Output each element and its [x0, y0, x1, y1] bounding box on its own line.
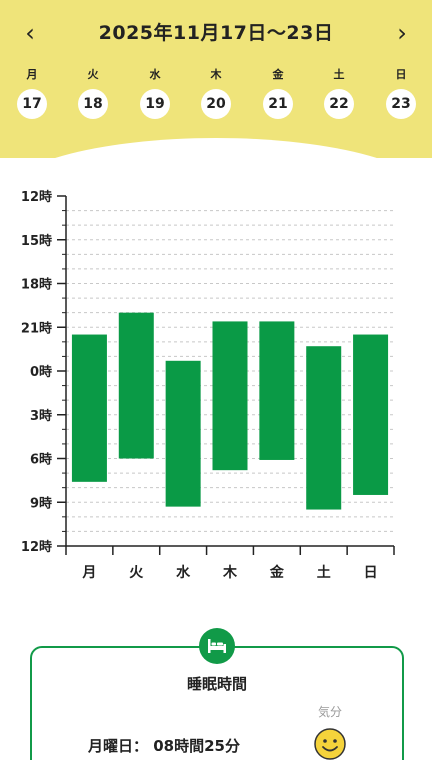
day-column: 金 21	[260, 67, 296, 119]
mood-label: 気分	[317, 705, 342, 719]
y-tick-label: 6時	[30, 452, 52, 468]
week-title: 2025年11月17日～23日	[98, 22, 334, 44]
week-header	[0, 0, 432, 158]
sleep-duration-value: 08時間25分	[153, 737, 240, 755]
day-column: 月 17	[14, 67, 50, 119]
x-tick-label: 日	[364, 565, 378, 581]
sleep-day-label: 月曜日：	[88, 737, 149, 755]
day-label: 月	[26, 68, 38, 81]
day-number-button[interactable]: 19	[140, 89, 170, 119]
sleep-bar-2	[165, 360, 201, 507]
day-number-button[interactable]: 23	[386, 89, 416, 119]
y-tick-label: 15時	[21, 233, 52, 249]
sleep-bar-5	[306, 346, 342, 510]
smiley-face-icon[interactable]	[314, 728, 346, 760]
day-label: 土	[333, 68, 345, 81]
day-column: 水 19	[137, 67, 173, 119]
day-column: 木 20	[198, 67, 234, 119]
day-label: 水	[149, 68, 161, 81]
sleep-bar-3	[212, 321, 248, 471]
day-selector: 月 17 火 18 水 19 木 20 金 21 土 22 日 23	[0, 67, 432, 127]
y-tick-label: 9時	[30, 495, 52, 511]
day-number-button[interactable]: 18	[78, 89, 108, 119]
sleep-duration-row: 月曜日： 08時間25分	[88, 735, 240, 756]
y-tick-label: 3時	[30, 408, 52, 424]
x-tick-label: 水	[176, 564, 191, 581]
x-tick-label: 月	[81, 565, 96, 581]
day-label: 金	[272, 68, 284, 81]
y-tick-label: 12時	[21, 539, 52, 555]
sleep-bar-6	[353, 334, 389, 495]
day-number-button[interactable]: 21	[263, 89, 293, 119]
day-label: 火	[87, 68, 99, 81]
x-tick-label: 木	[222, 564, 238, 581]
day-number-button[interactable]: 17	[17, 89, 47, 119]
day-number-button[interactable]: 20	[201, 89, 231, 119]
card-title: 睡眠時間	[186, 675, 247, 693]
day-column: 土 22	[321, 67, 357, 119]
sleep-bar-4	[259, 321, 295, 460]
y-tick-label: 21時	[21, 320, 52, 336]
x-tick-label: 土	[317, 564, 331, 581]
x-tick-label: 金	[269, 564, 285, 581]
sleep-chart: 12時 15時 18時 21時 0時 3時 6時 9時 12時月 火 水 木 金 土 日	[0, 180, 432, 600]
y-tick-label: 0時	[30, 364, 52, 380]
bed-icon	[199, 628, 235, 664]
x-tick-label: 火	[129, 565, 144, 581]
y-tick-label: 18時	[21, 277, 52, 293]
day-column: 火 18	[75, 67, 111, 119]
sleep-bar-0	[71, 334, 107, 482]
y-tick-label: 12時	[21, 189, 52, 205]
day-number-button[interactable]: 22	[324, 89, 354, 119]
chevron-left-icon[interactable]: ‹	[25, 19, 35, 47]
day-label: 木	[210, 68, 222, 81]
day-label: 日	[395, 68, 407, 81]
sleep-bar-1	[118, 312, 154, 459]
chevron-right-icon[interactable]: ›	[397, 19, 407, 47]
day-column: 日 23	[383, 67, 419, 119]
